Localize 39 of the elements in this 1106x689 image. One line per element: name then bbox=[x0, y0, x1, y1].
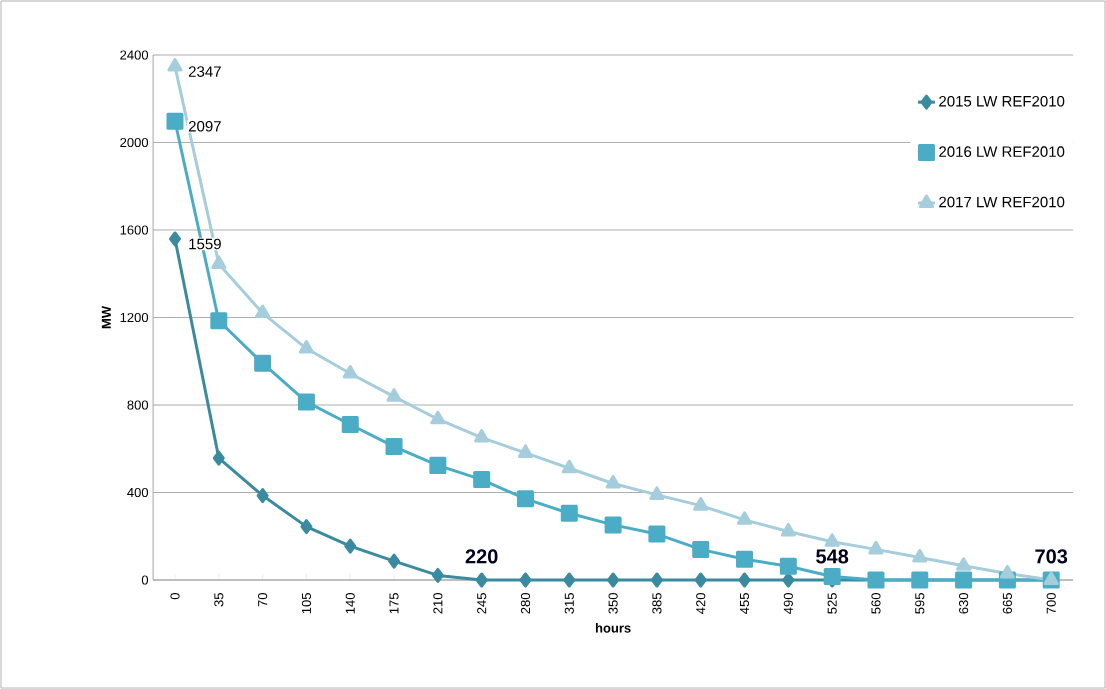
legend-label: 2016 LW REF2010 bbox=[939, 146, 1065, 157]
data-label: 2097 bbox=[188, 120, 221, 132]
data-label: 2347 bbox=[188, 66, 221, 77]
x-tick-label: 490 bbox=[783, 593, 793, 614]
x-tick-label: 665 bbox=[1002, 593, 1012, 614]
y-tick-label: 400 bbox=[127, 487, 149, 498]
y-tick-label: 800 bbox=[127, 400, 149, 410]
y-tick-label: 0 bbox=[141, 575, 149, 585]
y-axis-title: MW bbox=[101, 305, 111, 329]
x-tick-label: 70 bbox=[258, 593, 268, 607]
y-tick-label: 2000 bbox=[120, 137, 149, 148]
x-tick-label: 210 bbox=[433, 593, 443, 614]
x-tick-label: 105 bbox=[301, 593, 312, 614]
y-tick-label: 1200 bbox=[120, 312, 149, 323]
x-tick-label: 455 bbox=[740, 593, 750, 614]
annotation: 703 bbox=[1035, 549, 1068, 564]
x-tick-label: 280 bbox=[520, 593, 531, 614]
x-tick-label: 385 bbox=[652, 593, 662, 614]
x-axis-title: hours bbox=[595, 623, 631, 633]
x-tick-label: 700 bbox=[1046, 593, 1056, 614]
y-tick-label: 1600 bbox=[120, 225, 149, 235]
data-label: 1559 bbox=[189, 238, 221, 250]
x-tick-label: 525 bbox=[827, 593, 837, 614]
x-tick-label: 35 bbox=[214, 593, 224, 607]
x-tick-label: 560 bbox=[871, 593, 881, 614]
legend-label: 2015 LW REF2010 bbox=[939, 95, 1065, 107]
y-tick-label: 2400 bbox=[120, 50, 149, 60]
x-tick-label: 245 bbox=[477, 593, 487, 614]
x-tick-label: 420 bbox=[696, 593, 706, 614]
x-tick-label: 595 bbox=[915, 593, 925, 614]
x-tick-label: 350 bbox=[608, 593, 618, 614]
x-tick-label: 315 bbox=[564, 593, 574, 614]
x-tick-label: 0 bbox=[170, 593, 180, 600]
legend-label: 2017 LW REF2010 bbox=[939, 196, 1065, 208]
x-tick-label: 140 bbox=[345, 593, 355, 614]
annotation: 220 bbox=[465, 549, 498, 564]
annotation: 548 bbox=[816, 549, 849, 564]
x-tick-label: 630 bbox=[958, 593, 969, 614]
x-tick-label: 175 bbox=[389, 593, 399, 614]
